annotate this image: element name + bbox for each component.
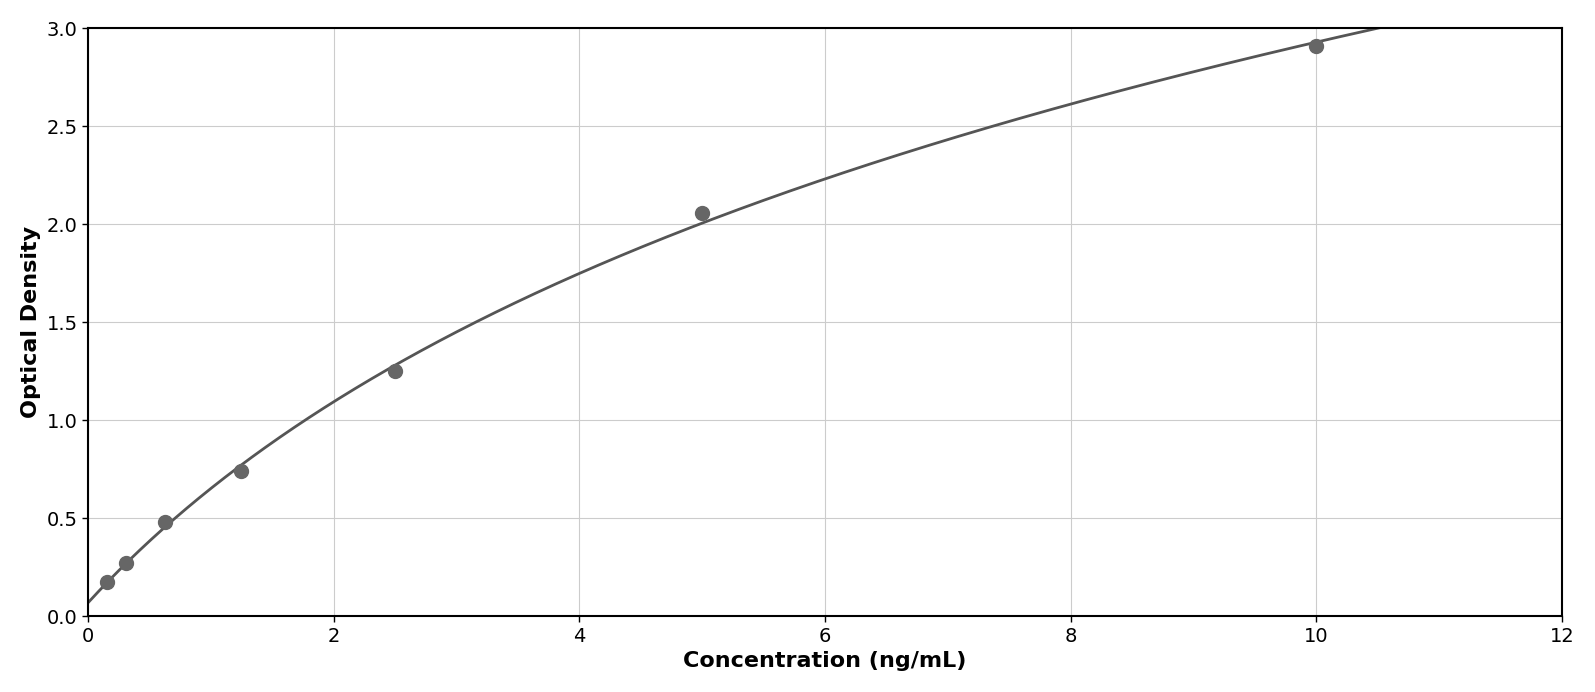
Point xyxy=(113,558,139,569)
Point xyxy=(689,207,715,218)
X-axis label: Concentration (ng/mL): Concentration (ng/mL) xyxy=(683,651,967,671)
Point xyxy=(228,466,254,477)
Point xyxy=(152,517,177,528)
Point xyxy=(1303,40,1329,51)
Point xyxy=(383,365,408,376)
Y-axis label: Optical Density: Optical Density xyxy=(21,226,41,419)
Point xyxy=(94,576,120,588)
